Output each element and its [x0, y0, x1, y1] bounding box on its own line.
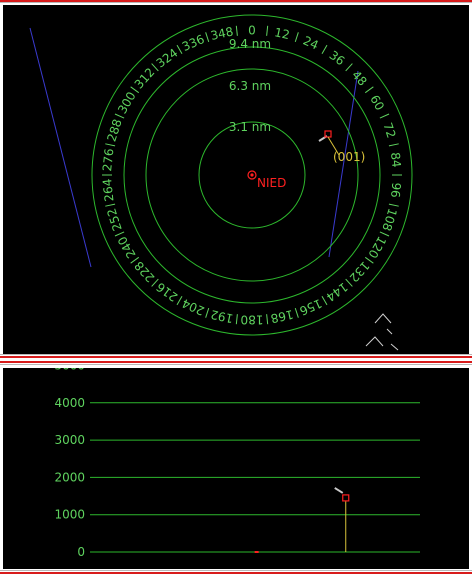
compass-tick: [345, 278, 353, 287]
target-leader-line: [327, 136, 340, 156]
compass-label-36: 36: [327, 48, 348, 68]
compass-label-12: 12: [273, 25, 291, 42]
compass-tick: [114, 113, 125, 119]
range-ring-9: [123, 46, 381, 304]
mid-gray-line-2: [0, 364, 472, 365]
boundary-line-left: [29, 27, 92, 268]
compass-tick: [364, 86, 374, 94]
compass-tick: [321, 295, 328, 306]
compass-label-180: 180: [241, 313, 264, 327]
altitude-label-1000: 1000: [54, 508, 85, 522]
altitude-profile[interactable]: 0 1000 2000 3000 4000 5000: [3, 368, 469, 569]
altitude-label-5000: 5000: [54, 368, 85, 373]
altitude-label-4000: 4000: [54, 396, 85, 410]
radar-display[interactable]: 3.1 nm 6.3 nm 9.4 nm 0 12 24 36 48 60 72 84 96 10…: [3, 5, 469, 354]
compass-label-264: 264: [100, 178, 116, 202]
compass-label-144: 144: [324, 280, 351, 305]
compass-tick: [130, 256, 140, 264]
compass-tick: [151, 63, 159, 72]
compass-label-156: 156: [297, 296, 324, 318]
altitude-label-3000: 3000: [54, 433, 85, 447]
range-ring-3: [198, 121, 306, 229]
compass-label-24: 24: [301, 33, 321, 52]
compass-tick: [321, 44, 328, 55]
compass-label-324: 324: [154, 46, 181, 71]
top-red-line: [0, 0, 472, 2]
compass-tick: [235, 25, 238, 36]
compass-label-252: 252: [104, 207, 124, 233]
target-altitude-vector: [334, 487, 344, 494]
station-marker-outer[interactable]: [247, 170, 257, 180]
altitude-grid: 0 1000 2000 3000 4000 5000: [54, 368, 420, 559]
range-label-6: 6.3 nm: [229, 79, 271, 93]
compass-label-312: 312: [132, 65, 158, 91]
compass-label-240: 240: [115, 234, 139, 261]
compass-label-168: 168: [269, 307, 294, 325]
mid-red-line-1: [0, 356, 472, 358]
compass-label-228: 228: [132, 258, 158, 284]
bottom-red-line: [0, 572, 472, 574]
corner-artifact: [365, 313, 399, 351]
compass-tick: [345, 63, 353, 72]
compass-label-84: 84: [388, 152, 404, 169]
compass-tick: [151, 278, 159, 287]
compass-tick: [130, 86, 140, 94]
compass-tick: [388, 143, 399, 147]
compass-label-108: 108: [379, 207, 399, 233]
compass-label-0: 0: [248, 24, 256, 38]
compass-tick: [294, 32, 299, 43]
compass-label-72: 72: [380, 121, 398, 140]
compass-tick: [379, 231, 390, 237]
compass-tick: [379, 113, 390, 119]
compass-tick: [294, 307, 299, 318]
altitude-label-2000: 2000: [54, 470, 85, 484]
compass-label-60: 60: [367, 93, 387, 113]
compass-label-288: 288: [104, 117, 124, 143]
station-label: NIED: [257, 176, 286, 190]
compass-label-192: 192: [209, 307, 234, 325]
mid-gray-line: [0, 354, 472, 355]
compass-ring: [91, 14, 413, 336]
compass-label-132: 132: [347, 258, 373, 284]
compass-label-216: 216: [154, 280, 181, 305]
compass-label-300: 300: [115, 89, 139, 116]
altitude-svg: 0 1000 2000 3000 4000 5000: [54, 368, 420, 559]
compass-tick: [266, 25, 269, 36]
compass-tick: [105, 143, 116, 147]
compass-tick: [388, 203, 399, 207]
altitude-label-0: 0: [77, 545, 85, 559]
compass-tick: [205, 32, 210, 43]
station-marker-inner: [250, 173, 254, 177]
compass-tick: [235, 314, 238, 325]
boundary-line-right: [328, 70, 359, 258]
compass-label-336: 336: [180, 32, 207, 54]
compass-label-204: 204: [180, 296, 207, 318]
compass-tick: [205, 307, 210, 318]
compass-tick: [176, 295, 183, 306]
compass-label-276: 276: [100, 148, 116, 172]
target-altitude-marker[interactable]: [342, 494, 350, 502]
compass-label-120: 120: [365, 234, 389, 261]
compass-tick: [364, 256, 374, 264]
compass-tick: [176, 44, 183, 55]
range-label-3: 3.1 nm: [229, 120, 271, 134]
compass-tick: [114, 231, 125, 237]
compass-tick: [105, 203, 116, 207]
compass-label-48: 48: [349, 68, 370, 89]
compass-label-348: 348: [209, 24, 234, 42]
bottom-gray-line: [0, 570, 472, 571]
top-gray-line: [0, 2, 472, 3]
compass-tick: [266, 314, 269, 325]
mid-red-line-2: [0, 361, 472, 363]
range-ring-6: [145, 68, 359, 282]
compass-label-96: 96: [388, 182, 404, 199]
target-label: (001): [333, 150, 365, 164]
range-label-9: 9.4 nm: [229, 37, 271, 51]
